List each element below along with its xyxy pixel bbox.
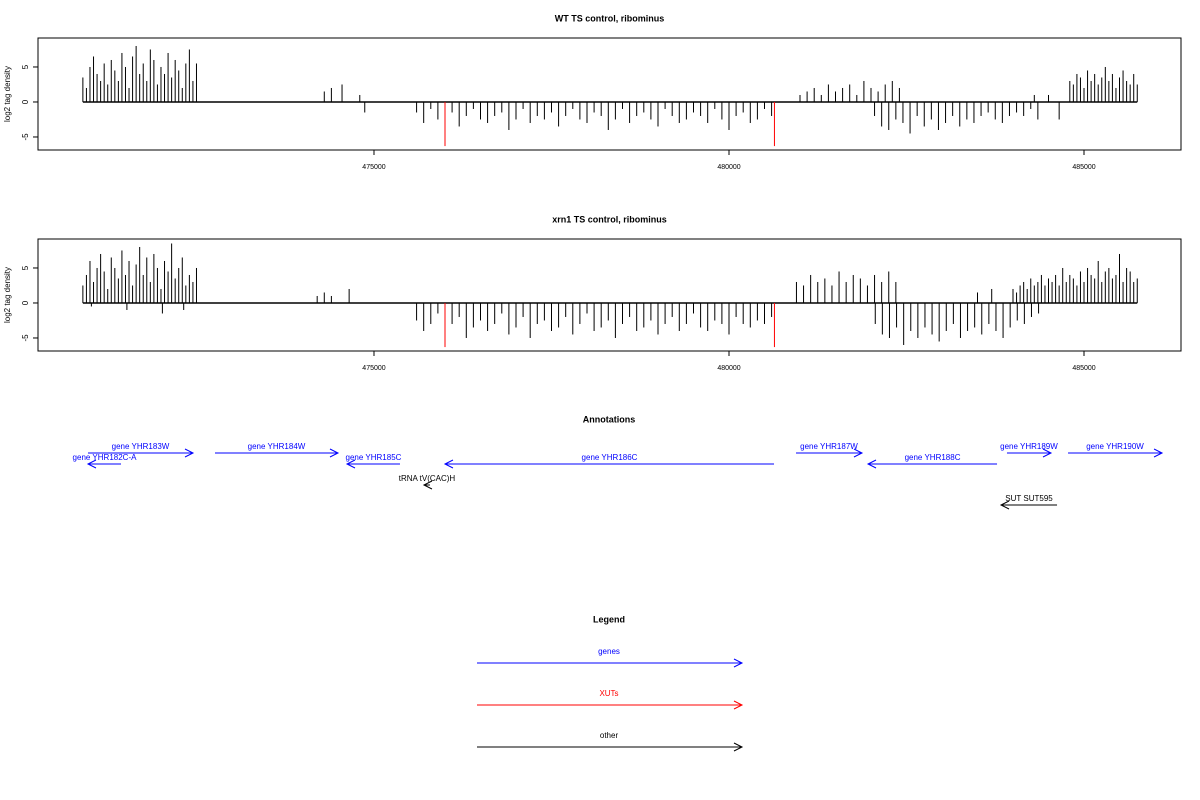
feature-arrow bbox=[215, 448, 340, 458]
feature-arrow bbox=[999, 500, 1058, 510]
feature-label: gene YHR188C bbox=[905, 453, 961, 462]
x-tick-label: 485000 bbox=[1072, 164, 1095, 171]
chart-title: WT TS control, ribominus bbox=[555, 13, 665, 23]
y-tick-label: 0 bbox=[21, 99, 30, 104]
x-tick-label: 475000 bbox=[362, 164, 385, 171]
x-tick-label: 475000 bbox=[362, 365, 385, 372]
legend-title: Legend bbox=[593, 614, 625, 624]
plot-frame bbox=[37, 238, 1182, 352]
feature-label: gene YHR187W bbox=[800, 442, 858, 451]
y-tick-label: -5 bbox=[21, 133, 30, 141]
feature-arrow bbox=[345, 459, 400, 469]
legend-arrow bbox=[477, 742, 744, 752]
legend-label: XUTs bbox=[599, 689, 618, 698]
y-tick-label: 5 bbox=[21, 64, 30, 69]
feature-arrow bbox=[87, 448, 195, 458]
feature-label: tRNA tV(CAC)H bbox=[399, 474, 456, 483]
y-axis-label: log2 tag density bbox=[3, 66, 12, 122]
feature-arrow bbox=[422, 480, 433, 490]
plot-frame bbox=[37, 37, 1182, 151]
x-tick-label: 480000 bbox=[717, 365, 740, 372]
feature-arrow bbox=[86, 459, 122, 469]
feature-arrow bbox=[866, 459, 998, 469]
y-tick-label: 0 bbox=[21, 300, 30, 305]
y-tick-label: -5 bbox=[21, 334, 30, 342]
feature-label: gene YHR186C bbox=[582, 453, 638, 462]
feature-label: gene YHR182C-A bbox=[73, 453, 138, 462]
feature-arrow bbox=[796, 448, 864, 458]
feature-label: gene YHR183W bbox=[112, 442, 170, 451]
y-tick-label: 5 bbox=[21, 265, 30, 270]
y-axis-label: log2 tag density bbox=[3, 267, 12, 323]
legend-label: other bbox=[600, 731, 619, 740]
legend-arrow bbox=[477, 700, 744, 710]
feature-arrow bbox=[1006, 448, 1053, 458]
legend-arrow bbox=[477, 658, 744, 668]
feature-arrow bbox=[1068, 448, 1164, 458]
feature-arrow bbox=[443, 459, 775, 469]
feature-label: gene YHR184W bbox=[248, 442, 306, 451]
feature-label: gene YHR190W bbox=[1086, 442, 1144, 451]
feature-label: gene YHR185C bbox=[346, 453, 402, 462]
x-tick-label: 485000 bbox=[1072, 365, 1095, 372]
feature-label: SUT SUT595 bbox=[1005, 494, 1053, 503]
feature-label: gene YHR189W bbox=[1000, 442, 1058, 451]
legend-label: genes bbox=[598, 647, 620, 656]
chart-title: xrn1 TS control, ribominus bbox=[552, 214, 667, 224]
annotations-title: Annotations bbox=[583, 414, 636, 424]
x-tick-label: 480000 bbox=[717, 164, 740, 171]
